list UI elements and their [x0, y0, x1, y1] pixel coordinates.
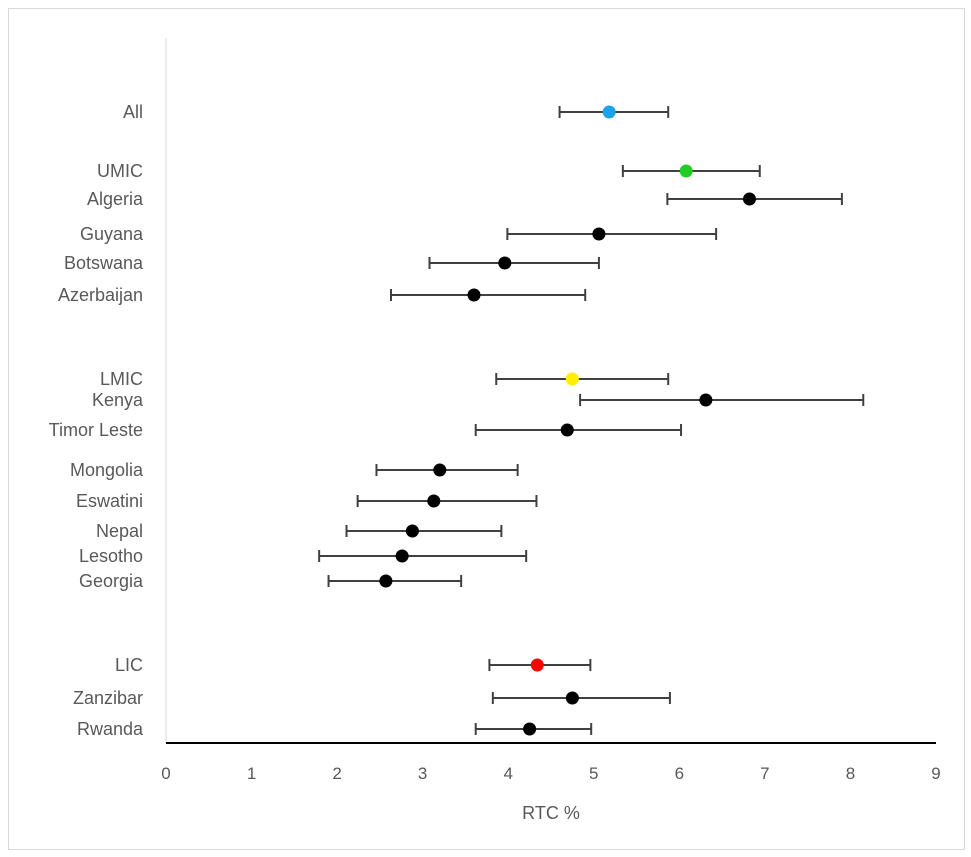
- point-marker: [523, 722, 537, 736]
- point-marker: [498, 256, 512, 270]
- category-label: Guyana: [80, 224, 144, 244]
- rows-layer: All UMIC Algeria Guyana Botswana Azerbaijan LM…: [49, 102, 865, 739]
- category-label: All: [123, 102, 143, 122]
- category-label: Georgia: [79, 571, 144, 591]
- point-marker: [602, 105, 616, 119]
- category-label: LIC: [115, 655, 143, 675]
- x-ticks: 0 1 2 3 4 5 6 7 8 9: [161, 764, 940, 783]
- point-marker: [433, 463, 447, 477]
- category-label: Rwanda: [77, 719, 144, 739]
- category-label: Lesotho: [79, 546, 143, 566]
- x-tick-label: 3: [418, 764, 427, 783]
- x-tick-label: 5: [589, 764, 598, 783]
- point-marker: [742, 192, 756, 206]
- chart-frame: [8, 8, 965, 850]
- x-tick-label: 4: [503, 764, 512, 783]
- row-azerbaijan: Azerbaijan: [58, 285, 587, 305]
- row-lmic: LMIC: [100, 369, 670, 389]
- category-label: Timor Leste: [49, 420, 143, 440]
- category-label: Mongolia: [70, 460, 144, 480]
- row-timor-leste: Timor Leste: [49, 420, 683, 440]
- point-marker: [565, 372, 579, 386]
- row-guyana: Guyana: [80, 224, 718, 244]
- row-lesotho: Lesotho: [79, 546, 528, 566]
- row-zanzibar: Zanzibar: [73, 688, 671, 708]
- category-label: Kenya: [92, 390, 144, 410]
- x-tick-label: 2: [332, 764, 341, 783]
- x-axis-title: RTC %: [522, 803, 580, 823]
- category-label: Eswatini: [76, 491, 143, 511]
- x-tick-label: 6: [675, 764, 684, 783]
- row-nepal: Nepal: [96, 521, 503, 541]
- category-label: Nepal: [96, 521, 143, 541]
- point-marker: [560, 423, 574, 437]
- row-lic: LIC: [115, 655, 592, 675]
- point-marker: [427, 494, 441, 508]
- point-marker: [379, 574, 393, 588]
- point-marker: [679, 164, 693, 178]
- row-eswatini: Eswatini: [76, 491, 538, 511]
- row-mongolia: Mongolia: [70, 460, 519, 480]
- point-marker: [467, 288, 481, 302]
- category-label: Botswana: [64, 253, 144, 273]
- row-rwanda: Rwanda: [77, 719, 593, 739]
- point-marker: [405, 524, 419, 538]
- row-botswana: Botswana: [64, 253, 600, 273]
- x-tick-label: 0: [161, 764, 170, 783]
- point-marker: [530, 658, 544, 672]
- category-label: Azerbaijan: [58, 285, 143, 305]
- x-tick-label: 9: [931, 764, 940, 783]
- x-tick-label: 1: [247, 764, 256, 783]
- category-label: LMIC: [100, 369, 143, 389]
- point-marker: [592, 227, 606, 241]
- category-label: UMIC: [97, 161, 143, 181]
- row-kenya: Kenya: [92, 390, 865, 410]
- row-all: All: [123, 102, 670, 122]
- x-tick-label: 8: [846, 764, 855, 783]
- point-marker: [395, 549, 409, 563]
- row-umic: UMIC: [97, 161, 761, 181]
- category-label: Algeria: [87, 189, 144, 209]
- x-tick-label: 7: [760, 764, 769, 783]
- row-algeria: Algeria: [87, 189, 843, 209]
- point-marker: [565, 691, 579, 705]
- point-marker: [699, 393, 713, 407]
- category-label: Zanzibar: [73, 688, 143, 708]
- row-georgia: Georgia: [79, 571, 463, 591]
